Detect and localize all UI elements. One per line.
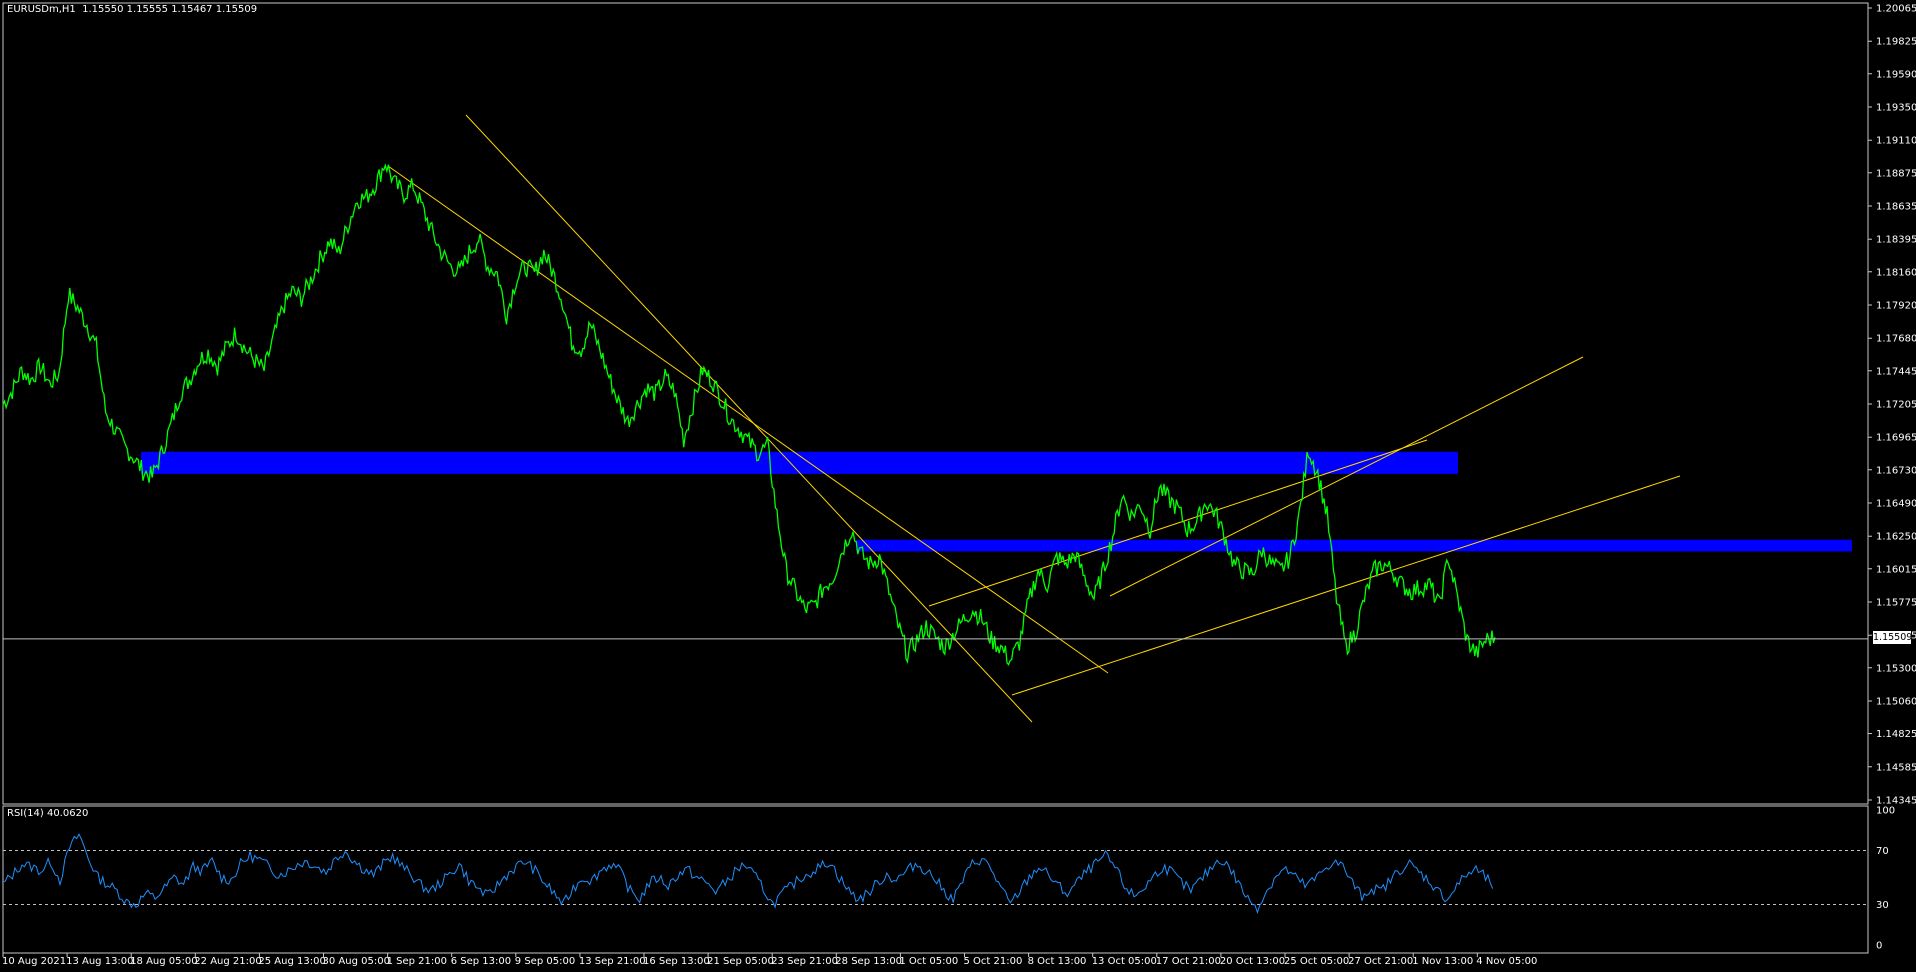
time-tick-label: 20 Oct 13:00 (1220, 956, 1285, 967)
time-tick-label: 21 Sep 05:00 (707, 956, 774, 967)
price-tick-label: 1.14825 (1876, 729, 1916, 740)
trendline-5[interactable] (1109, 356, 1584, 597)
price-tick-label: 1.20065 (1876, 4, 1916, 15)
price-tick-label: 1.19110 (1876, 136, 1916, 147)
price-tick-label: 1.16250 (1876, 532, 1916, 543)
time-tick-label: 4 Nov 05:00 (1476, 956, 1537, 967)
time-tick-label: 13 Aug 13:00 (66, 956, 133, 967)
time-tick-label: 25 Aug 13:00 (258, 956, 325, 967)
trendline-2[interactable] (387, 165, 1109, 674)
trendline-1[interactable] (465, 114, 1033, 723)
time-tick-label: 25 Oct 05:00 (1284, 956, 1349, 967)
main-plot-frame (2, 2, 1869, 805)
lower-support-zone[interactable] (856, 539, 1852, 552)
ohlc-values: 1.15550 1.15555 1.15467 1.15509 (82, 4, 258, 15)
price-series (2, 163, 1496, 666)
price-tick-label: 1.16015 (1876, 564, 1916, 575)
time-tick-label: 1 Sep 21:00 (387, 956, 447, 967)
price-tick-label: 1.17680 (1876, 334, 1916, 345)
rsi-label: RSI(14) 40.0620 (7, 808, 89, 819)
price-tick-label: 1.17445 (1876, 366, 1916, 377)
time-tick-label: 16 Sep 13:00 (643, 956, 710, 967)
price-tick-label: 1.18635 (1876, 202, 1916, 213)
price-tick-label: 1.19590 (1876, 69, 1916, 80)
time-tick-label: 13 Oct 05:00 (1092, 956, 1157, 967)
trend-channel-lines[interactable] (387, 114, 1681, 723)
price-tick-label: 1.16490 (1876, 499, 1916, 510)
rsi-series (2, 833, 1494, 915)
price-tick-label: 1.19825 (1876, 37, 1916, 48)
rsi-levels (3, 850, 1868, 905)
time-tick-label: 30 Aug 05:00 (323, 956, 390, 967)
price-tick-label: 1.17205 (1876, 400, 1916, 411)
time-tick-label: 27 Oct 21:00 (1348, 956, 1413, 967)
price-tick-label: 1.15060 (1876, 697, 1916, 708)
time-tick-label: 1 Oct 05:00 (899, 956, 958, 967)
time-tick-label: 22 Aug 21:00 (194, 956, 261, 967)
symbol-ohlc-label: EURUSDm,H1 1.15550 1.15555 1.15467 1.155… (7, 4, 257, 15)
time-tick-label: 5 Oct 21:00 (964, 956, 1023, 967)
time-tick-label: 10 Aug 2021 (2, 956, 66, 967)
time-tick-label: 17 Oct 21:00 (1156, 956, 1221, 967)
price-tick-label: 1.16965 (1876, 433, 1916, 444)
price-tick-label: 1.18395 (1876, 235, 1916, 246)
current-price-badge: 1.15509 (1873, 631, 1913, 644)
upper-resistance-zone[interactable] (141, 451, 1458, 474)
price-tick-label: 1.18160 (1876, 267, 1916, 278)
price-tick-label: 1.16730 (1876, 465, 1916, 476)
price-tick-label: 1.17920 (1876, 301, 1916, 312)
rsi-tick-label: 0 (1876, 941, 1882, 952)
price-tick-label: 1.14585 (1876, 762, 1916, 773)
rsi-tick-label: 70 (1876, 846, 1889, 857)
rsi-tick-label: 100 (1876, 806, 1895, 817)
time-tick-label: 28 Sep 13:00 (835, 956, 902, 967)
time-tick-label: 9 Sep 05:00 (515, 956, 575, 967)
price-tick-label: 1.19350 (1876, 103, 1916, 114)
price-tick-label: 1.18875 (1876, 168, 1916, 179)
trendline-3[interactable] (928, 439, 1428, 607)
time-tick-label: 6 Sep 13:00 (451, 956, 511, 967)
time-tick-label: 18 Aug 05:00 (130, 956, 197, 967)
time-tick-label: 13 Sep 21:00 (579, 956, 646, 967)
rsi-plot-frame (2, 805, 1869, 954)
price-tick-label: 1.14345 (1876, 796, 1916, 807)
rsi-axis[interactable]: 100 70 30 0 (1876, 806, 1895, 952)
symbol-label: EURUSDm,H1 (7, 4, 76, 15)
price-axis[interactable]: 1.20065 1.19825 1.19590 1.19350 1.19110 1.188… (1868, 4, 1916, 807)
price-tick-label: 1.15300 (1876, 663, 1916, 674)
price-tick-label: 1.15775 (1876, 598, 1916, 609)
rsi-tick-label: 30 (1876, 900, 1889, 911)
trendline-4[interactable] (1011, 475, 1681, 696)
time-tick-label: 23 Sep 21:00 (771, 956, 838, 967)
time-tick-label: 1 Nov 13:00 (1412, 956, 1473, 967)
support-resistance-zones[interactable] (141, 451, 1852, 552)
price-line (2, 163, 1496, 666)
time-tick-label: 8 Oct 13:00 (1028, 956, 1087, 967)
rsi-line (2, 833, 1494, 915)
